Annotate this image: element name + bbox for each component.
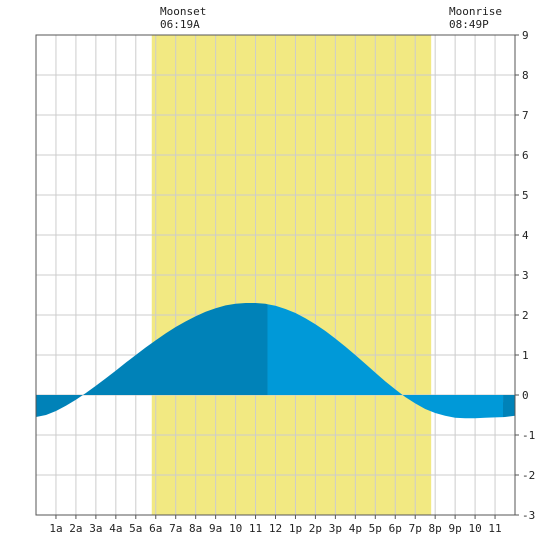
y-tick-label: 8: [522, 69, 529, 82]
y-tick-label: -2: [522, 469, 535, 482]
x-tick-label: 6a: [149, 522, 162, 535]
x-tick-label: 6p: [389, 522, 402, 535]
y-tick-label: -3: [522, 509, 535, 522]
tide-area-falling: [267, 304, 504, 419]
x-tick-label: 1a: [49, 522, 62, 535]
x-tick-label: 9a: [209, 522, 222, 535]
x-tick-label: 10: [468, 522, 481, 535]
y-tick-label: 7: [522, 109, 529, 122]
x-tick-label: 11: [488, 522, 501, 535]
y-tick-label: 4: [522, 229, 529, 242]
x-tick-label: 2p: [309, 522, 322, 535]
x-tick-label: 4a: [109, 522, 122, 535]
tide-area-rising: [36, 303, 268, 417]
x-tick-label: 7p: [409, 522, 422, 535]
y-tick-label: 0: [522, 389, 529, 402]
moonset-label: Moonset: [160, 5, 206, 18]
moonset-time: 06:19A: [160, 18, 200, 31]
tide-area-rising: [503, 395, 515, 418]
moonrise-label: Moonrise: [449, 5, 502, 18]
x-tick-label: 3p: [329, 522, 342, 535]
y-tick-label: 5: [522, 189, 529, 202]
x-tick-label: 2a: [69, 522, 82, 535]
x-tick-label: 5a: [129, 522, 142, 535]
x-tick-label: 7a: [169, 522, 182, 535]
x-tick-label: 8p: [429, 522, 442, 535]
y-tick-label: 9: [522, 29, 529, 42]
x-tick-label: 11: [249, 522, 262, 535]
x-tick-label: 1p: [289, 522, 302, 535]
x-tick-label: 5p: [369, 522, 382, 535]
y-tick-label: -1: [522, 429, 535, 442]
y-tick-label: 1: [522, 349, 529, 362]
moonrise-time: 08:49P: [449, 18, 489, 31]
y-tick-label: 2: [522, 309, 529, 322]
x-tick-label: 12: [269, 522, 282, 535]
y-tick-label: 3: [522, 269, 529, 282]
y-tick-label: 6: [522, 149, 529, 162]
x-tick-label: 8a: [189, 522, 202, 535]
x-tick-label: 3a: [89, 522, 102, 535]
x-tick-label: 10: [229, 522, 242, 535]
x-tick-label: 9p: [449, 522, 462, 535]
x-tick-label: 4p: [349, 522, 362, 535]
